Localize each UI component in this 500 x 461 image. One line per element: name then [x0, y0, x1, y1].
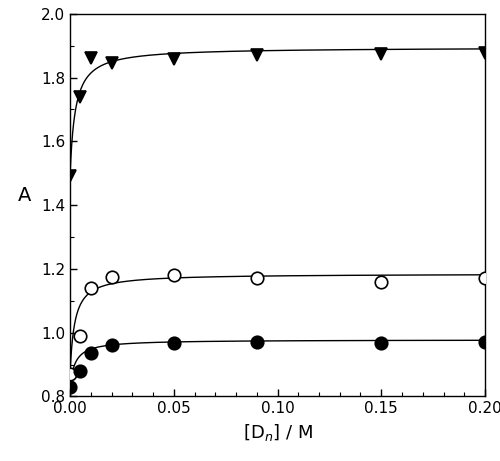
X-axis label: [D$_n$] / M: [D$_n$] / M	[242, 422, 312, 443]
Y-axis label: A: A	[18, 186, 31, 205]
